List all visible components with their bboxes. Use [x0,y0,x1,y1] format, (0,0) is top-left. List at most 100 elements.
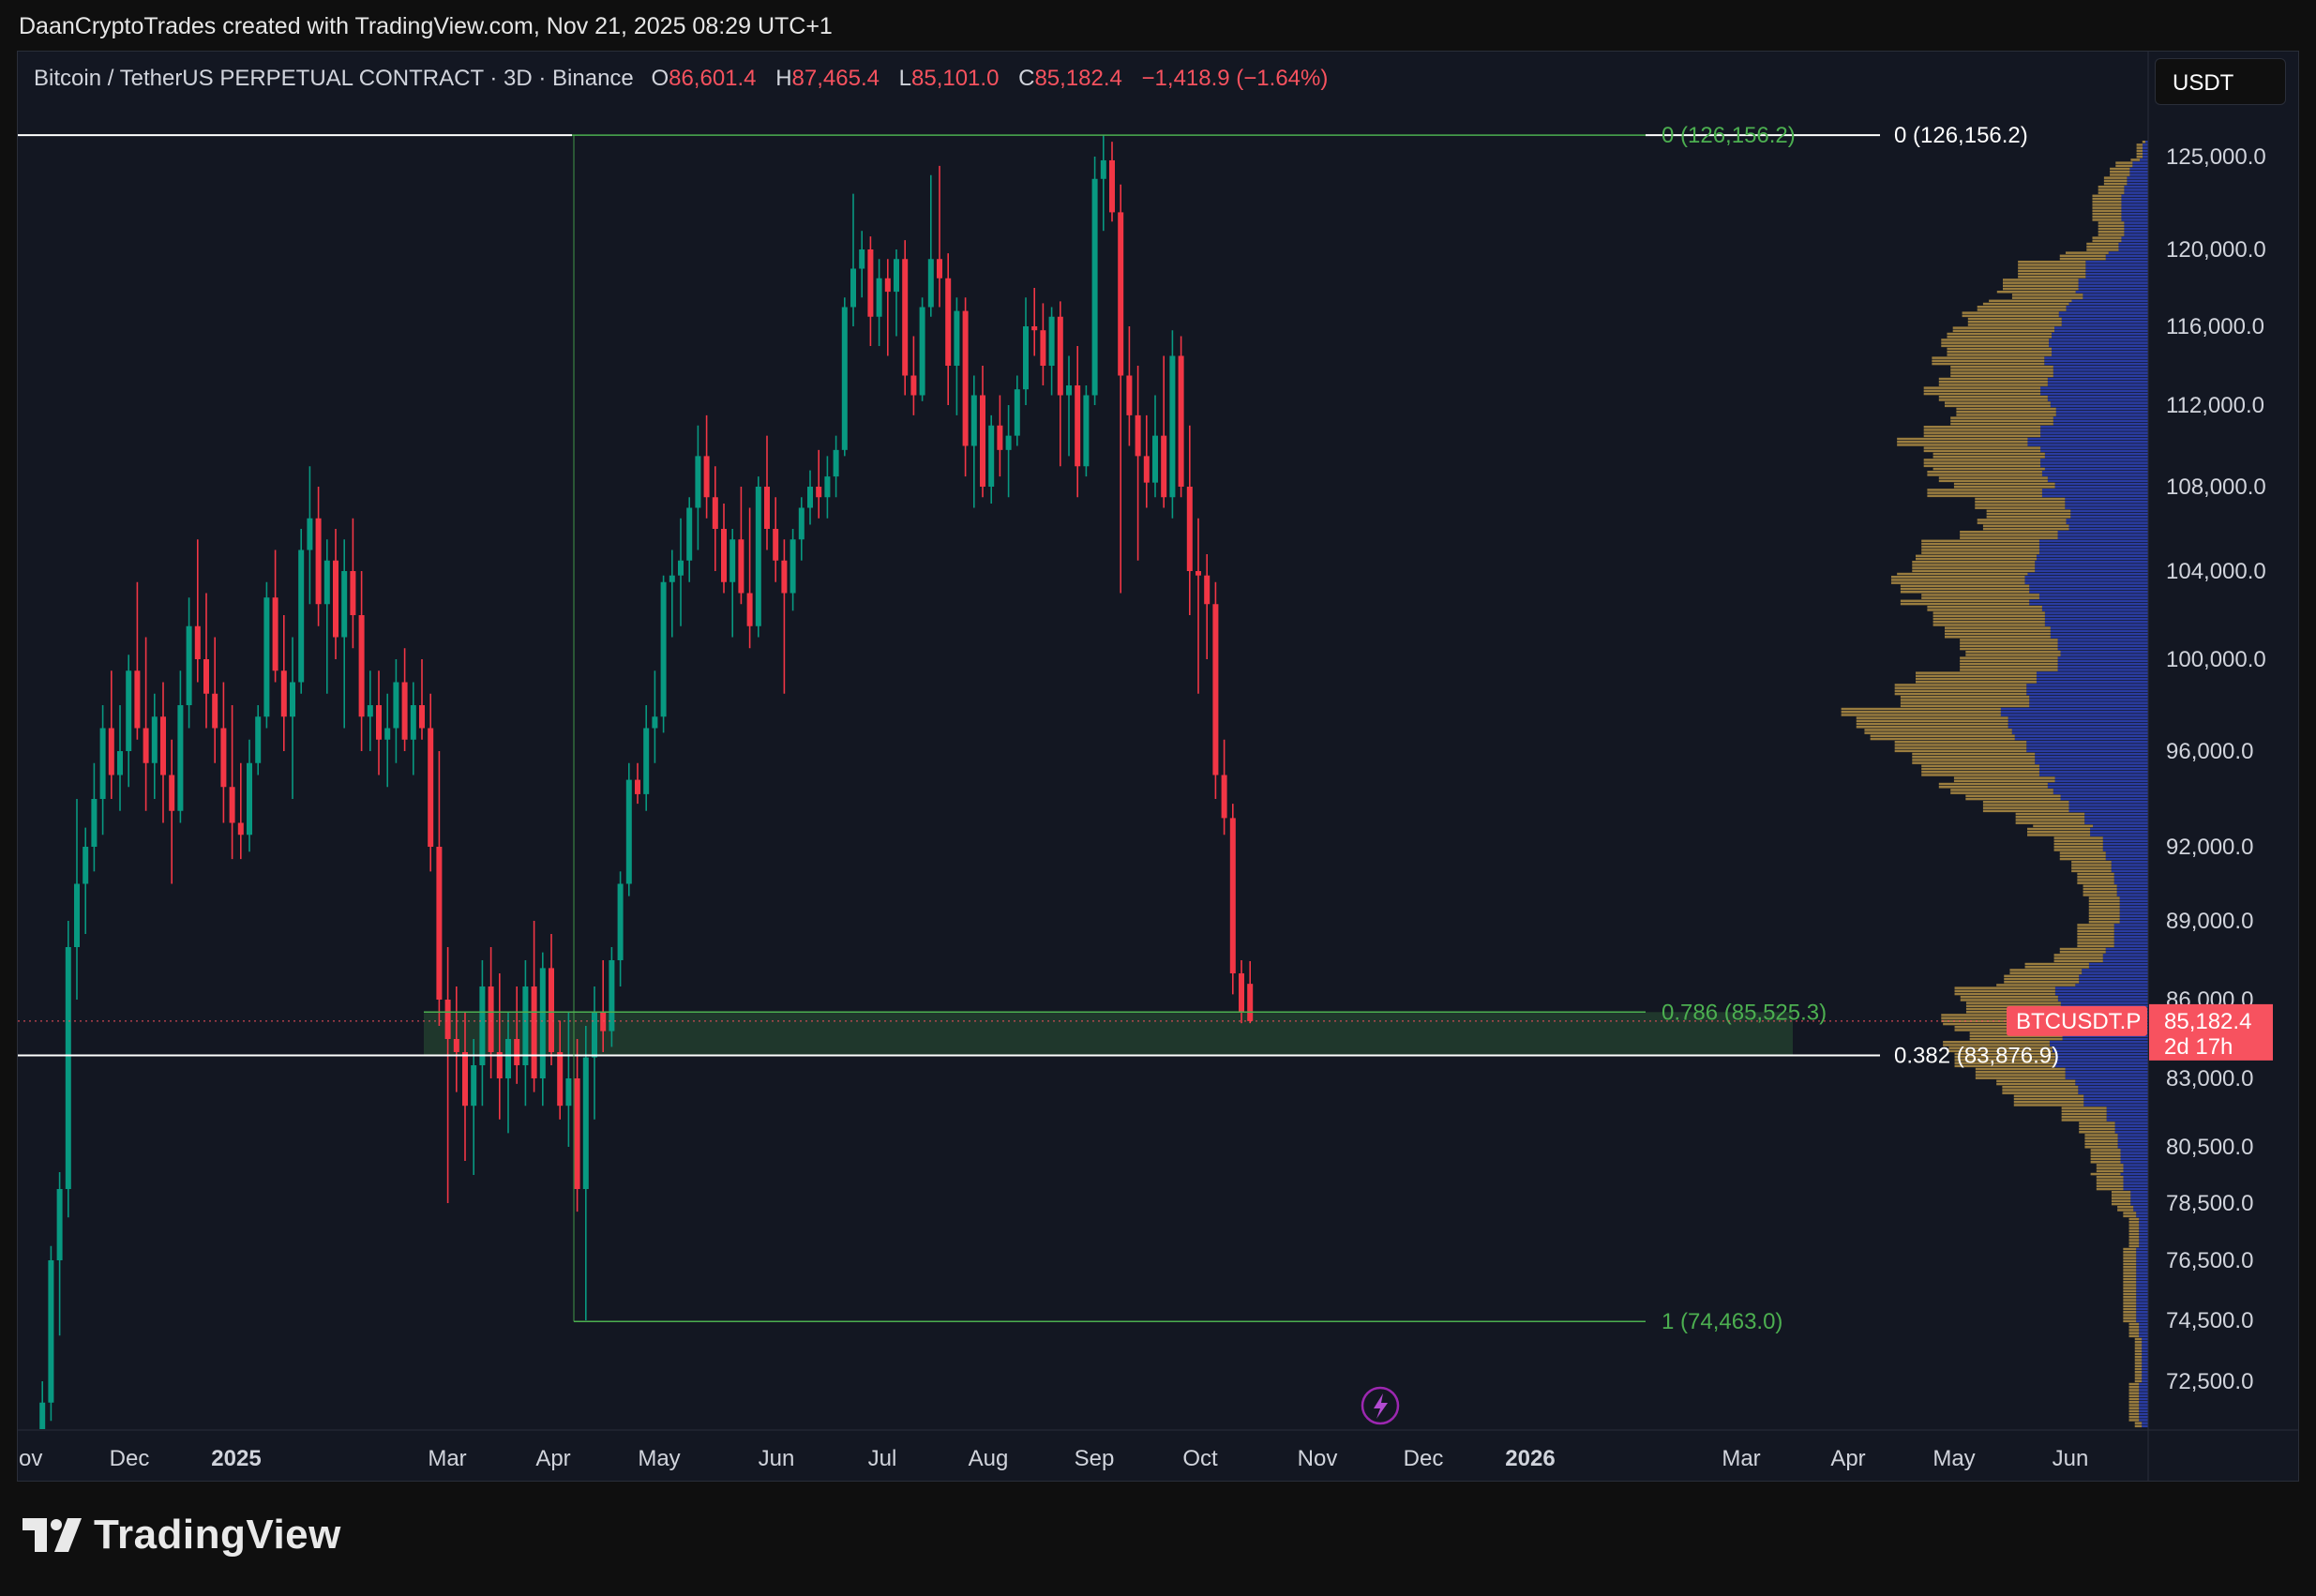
candle-body [1040,330,1046,366]
volume-profile-up-row [2092,201,2122,203]
volume-profile-up-row [2136,156,2143,158]
volume-profile-down-row [2139,1326,2148,1329]
volume-profile-up-row [2136,152,2143,156]
volume-profile-up-row [2134,1362,2143,1364]
volume-profile-down-row [2136,1319,2148,1323]
volume-profile-down-row [2121,194,2148,198]
volume-profile-up-row [1938,399,2048,401]
volume-profile-down-row [2124,221,2148,224]
volume-profile-down-row [2054,779,2148,783]
time-tick-label: ov [19,1446,42,1471]
volume-profile-down-row [2026,749,2148,753]
lightning-event-icon[interactable] [1361,1386,1400,1425]
tradingview-logo[interactable]: TradingView [23,1512,341,1558]
volume-profile-up-row [1965,794,2061,798]
volume-profile-up-row [1897,572,2028,576]
volume-profile-down-row [2127,176,2148,179]
volume-profile-up-row [2123,1289,2137,1293]
volume-profile-up-row [2128,1412,2140,1416]
volume-profile-up-row [2003,281,2079,284]
volume-profile-up-row [1938,786,2048,789]
volume-profile-up-row [1982,801,2069,804]
volume-profile-down-row [2117,1139,2148,1143]
volume-profile-down-row [2136,1254,2148,1257]
volume-profile-up-row [1933,624,2045,626]
candle-body [1091,178,1098,396]
open-value: 86,601.4 [669,66,757,91]
volume-profile-down-row [2130,1202,2148,1206]
volume-profile-down-row [2053,789,2148,791]
volume-profile-up-row [1950,369,2053,371]
candle-body [83,847,89,884]
volume-profile-up-row [2061,1116,2107,1119]
candle-body [962,310,969,446]
volume-profile-down-row [2124,188,2148,191]
volume-profile-up-row [1900,602,2030,606]
volume-profile-up-row [1960,662,2058,666]
volume-profile-down-row [2136,1304,2148,1308]
volume-profile-down-row [2120,1172,2148,1176]
price-tick-label: 74,500.0 [2166,1308,2253,1333]
volume-profile-down-row [2038,767,2148,771]
candle-body [323,560,330,605]
volume-profile-up-row [2123,1266,2137,1269]
symbol-tag-bg [2007,1005,2147,1036]
time-tick-label: Sep [1075,1446,1115,1471]
volume-profile-up-row [2084,1134,2118,1137]
volume-profile-down-row [2127,182,2148,186]
volume-profile-up-row [1943,1041,2050,1044]
volume-profile-down-row [2139,1392,2148,1394]
candle-body [1057,316,1063,396]
volume-profile-up-row [2098,186,2125,188]
volume-profile-down-row [2062,1037,2148,1041]
volume-profile-up-row [2096,1187,2124,1191]
volume-profile-up-row [2071,864,2112,866]
volume-profile-down-row [2054,1061,2148,1064]
chart-pane[interactable] [17,51,2299,1482]
volume-profile-down-row [2121,203,2148,206]
volume-profile-up-row [2123,1299,2137,1302]
volume-profile-up-row [2123,1287,2137,1289]
volume-profile-up-row [2134,1349,2143,1353]
volume-profile-down-row [2139,1322,2148,1326]
volume-profile-up-row [2013,1097,2084,1101]
volume-profile-up-row [1933,452,2045,456]
candle-body [514,1039,520,1065]
symbol-legend[interactable]: Bitcoin / TetherUS PERPETUAL CONTRACT · … [34,66,1341,92]
volume-profile-up-row [1938,381,2048,384]
volume-profile-down-row [2118,248,2148,251]
volume-profile-up-row [2128,1326,2140,1329]
volume-profile-down-row [2139,1416,2148,1419]
currency-button[interactable]: USDT [2155,58,2286,105]
volume-profile-up-row [1965,654,2061,656]
volume-profile-down-row [2088,962,2148,966]
volume-profile-down-row [2027,437,2148,441]
volume-profile-up-row [1912,569,2036,573]
volume-profile-up-row [1941,339,2050,341]
volume-profile-down-row [2040,431,2148,434]
volume-profile-down-row [2057,996,2148,999]
volume-profile-up-row [2077,939,2114,941]
volume-profile-up-row [2092,218,2122,221]
price-tick-label: 116,000.0 [2166,314,2264,339]
volume-profile-up-row [2077,872,2114,876]
volume-profile-down-row [2054,776,2148,779]
volume-profile-up-row [1953,482,2055,486]
volume-profile-down-row [2136,1259,2148,1263]
candle-body [1014,389,1020,436]
volume-profile-down-row [2040,446,2148,449]
volume-profile-up-row [2003,284,2079,288]
volume-profile-down-row [2038,774,2148,776]
volume-profile-down-row [2085,269,2148,273]
volume-profile-down-row [2035,569,2148,573]
volume-profile-down-row [2058,311,2148,314]
volume-profile-up-row [2115,161,2133,164]
volume-profile-up-row [1986,516,2071,519]
candle-body [1083,395,1090,467]
volume-profile-up-row [1894,749,2027,753]
volume-profile-up-row [1965,797,2061,801]
volume-profile-down-row [2136,1302,2148,1304]
volume-profile-up-row [2003,279,2079,281]
volume-profile-up-row [1960,659,2058,663]
